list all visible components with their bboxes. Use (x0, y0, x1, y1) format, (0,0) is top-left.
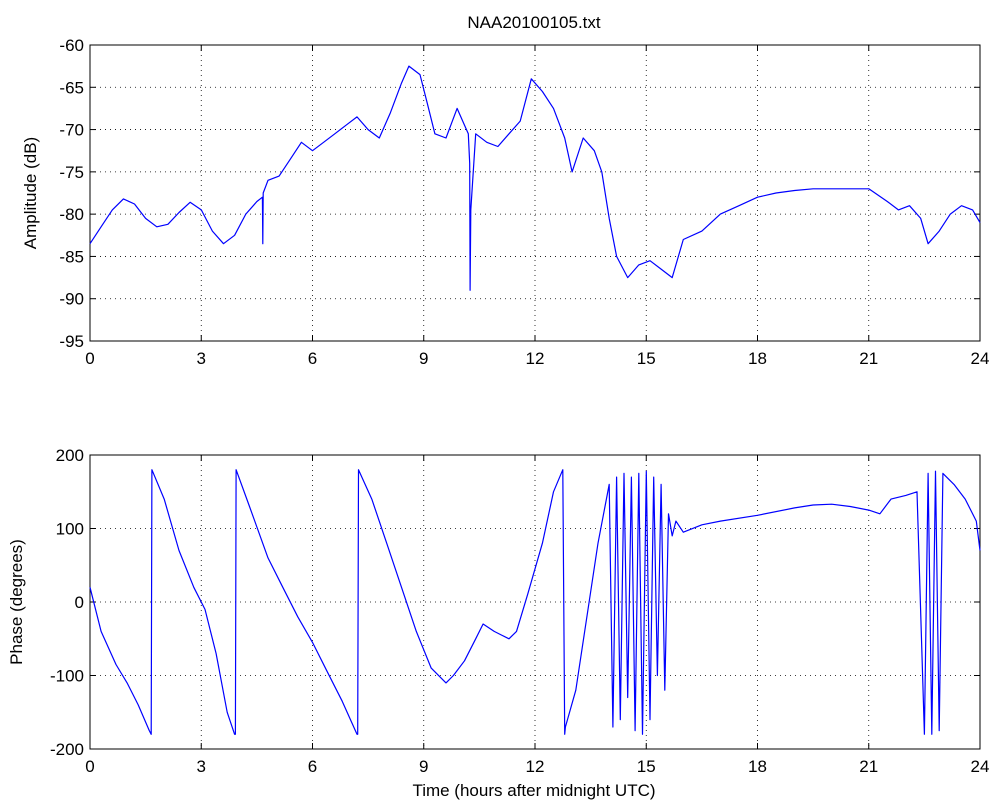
amplitude-y-tick-label: -80 (59, 205, 84, 224)
amplitude-panel: 0 3 6 9 12 15 18 21 24 -95 -90 -85 -80 -75 -70 -65 -60 A… (21, 36, 989, 368)
phase-x-tick-label: 15 (637, 757, 656, 776)
phase-series-line (89, 469, 981, 735)
amplitude-x-tick-label: 12 (526, 349, 545, 368)
amplitude-x-tick-label: 18 (748, 349, 767, 368)
phase-x-tick-label: 9 (419, 757, 428, 776)
phase-x-tick-label: 12 (526, 757, 545, 776)
amplitude-x-tick-label: 0 (85, 349, 94, 368)
amplitude-y-tick-label: -95 (59, 332, 84, 351)
amplitude-plot-area (89, 44, 981, 342)
phase-x-axis-label: Time (hours after midnight UTC) (412, 781, 655, 800)
amplitude-ticks: 0 3 6 9 12 15 18 21 24 -95 -90 -85 -80 -75 -70 -65 -60 (59, 36, 989, 368)
phase-x-tick-label: 6 (308, 757, 317, 776)
phase-y-tick-label: -200 (50, 740, 84, 759)
amplitude-y-tick-label: -70 (59, 121, 84, 140)
amplitude-x-tick-label: 6 (308, 349, 317, 368)
phase-panel: 0 3 6 9 12 15 18 21 24 -200 -100 0 100 200 Phase (deg… (7, 446, 989, 800)
amplitude-y-tick-label: -65 (59, 78, 84, 97)
amplitude-x-tick-label: 15 (637, 349, 656, 368)
phase-y-axis-label: Phase (degrees) (7, 539, 26, 665)
phase-grid (90, 455, 980, 749)
amplitude-y-tick-label: -75 (59, 163, 84, 182)
phase-x-tick-label: 3 (197, 757, 206, 776)
amplitude-y-axis-label: Amplitude (dB) (21, 137, 40, 249)
phase-series (89, 469, 981, 735)
phase-ticks: 0 3 6 9 12 15 18 21 24 -200 -100 0 100 200 (50, 446, 989, 776)
amplitude-y-tick-label: -85 (59, 247, 84, 266)
phase-y-tick-label: 200 (56, 446, 84, 465)
amplitude-x-tick-label: 9 (419, 349, 428, 368)
chart-title: NAA20100105.txt (467, 13, 601, 32)
amplitude-x-tick-label: 3 (197, 349, 206, 368)
phase-x-tick-label: 24 (971, 757, 990, 776)
phase-x-tick-label: 21 (859, 757, 878, 776)
amplitude-x-tick-label: 21 (859, 349, 878, 368)
amplitude-grid (90, 45, 980, 341)
amplitude-series (89, 65, 981, 291)
amplitude-y-tick-label: -90 (59, 290, 84, 309)
phase-y-tick-label: -100 (50, 667, 84, 686)
phase-x-tick-label: 0 (85, 757, 94, 776)
amplitude-y-tick-label: -60 (59, 36, 84, 55)
phase-y-tick-label: 0 (75, 593, 84, 612)
amplitude-x-tick-label: 24 (971, 349, 990, 368)
phase-y-tick-label: 100 (56, 520, 84, 539)
amplitude-series-line (89, 65, 981, 291)
phase-x-tick-label: 18 (748, 757, 767, 776)
